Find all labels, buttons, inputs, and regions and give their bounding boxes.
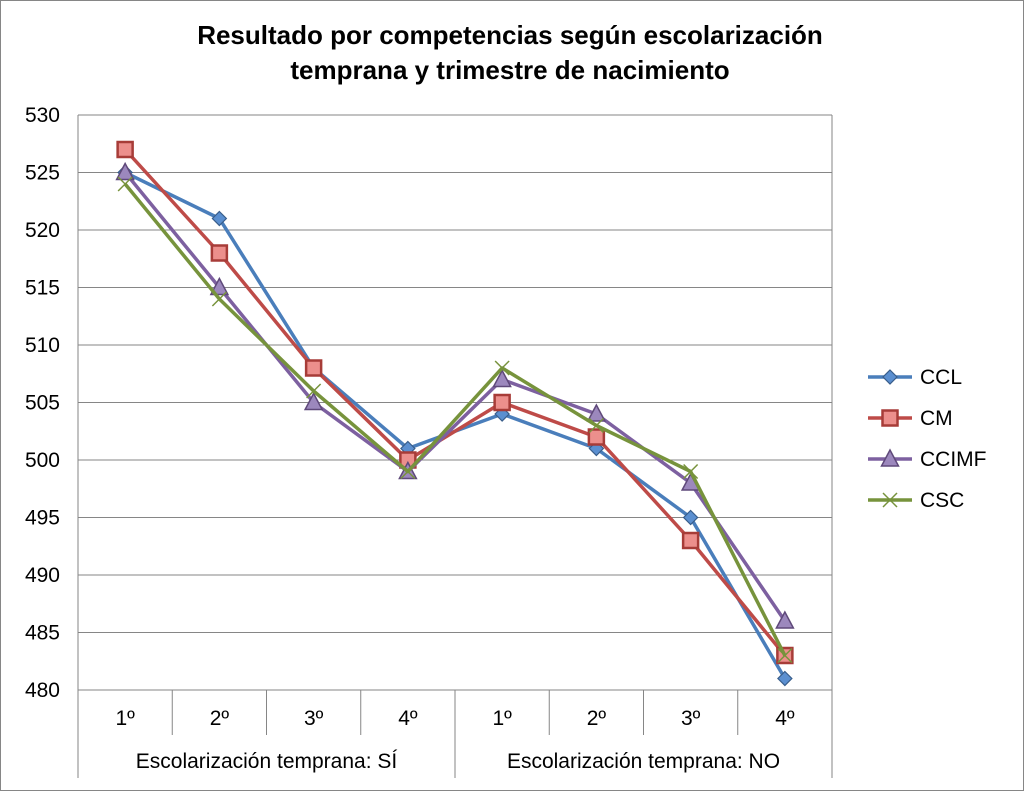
data-point-ccimf <box>115 161 135 181</box>
legend-item-csc[interactable]: CSC <box>868 489 964 512</box>
series-line-cm <box>123 148 787 657</box>
data-point-cm <box>681 531 700 550</box>
legend-marker <box>881 409 899 427</box>
data-point-csc <box>117 176 133 192</box>
legend-item-ccl[interactable]: CCL <box>868 366 962 389</box>
x-tick-label: 4º <box>775 707 795 730</box>
x-tick-label: 2º <box>210 707 230 730</box>
data-point-ccl <box>211 210 228 227</box>
series-group <box>115 140 795 687</box>
series-ccimf <box>115 161 795 629</box>
gridlines <box>78 114 833 691</box>
data-point-cm <box>304 359 323 377</box>
x-tick-label: 1º <box>492 707 512 730</box>
data-point-cm <box>493 393 511 412</box>
marker-stroke <box>683 463 699 480</box>
marker-stroke <box>882 492 898 508</box>
y-tick-label: 490 <box>25 564 60 587</box>
y-tick-label: 485 <box>25 622 60 645</box>
data-point-csc <box>306 383 322 399</box>
data-point-csc <box>683 463 699 480</box>
y-tick-label: 525 <box>25 162 60 185</box>
x-tick-label: 1º <box>115 707 135 730</box>
y-axis-ticks: 530 525 520 515 510 505 500 495 490 485 480 <box>25 104 60 702</box>
series-cm <box>116 140 794 665</box>
data-point-csc <box>588 417 604 434</box>
legend-label: CCL <box>920 366 962 389</box>
legend-item-cm[interactable]: CM <box>868 407 953 430</box>
data-point-cm <box>587 428 606 446</box>
marker-stroke <box>117 176 133 192</box>
y-tick-label: 520 <box>25 219 60 242</box>
data-point-csc <box>494 360 510 376</box>
data-point-ccimf <box>586 403 607 422</box>
series-line-csc <box>123 182 787 657</box>
x-tick-label: 4º <box>398 707 418 730</box>
legend-label: CCIMF <box>920 448 987 471</box>
y-tick-label: 480 <box>25 679 60 702</box>
legend-label: CM <box>920 407 953 430</box>
data-point-ccimf <box>492 368 512 388</box>
x-tick-label: 3º <box>304 707 324 730</box>
legend-marker <box>882 492 898 508</box>
legend-label: CSC <box>920 489 964 512</box>
legend-marker <box>880 448 900 467</box>
legend-marker <box>882 369 898 385</box>
marker-stroke <box>211 291 227 307</box>
marker-stroke <box>306 383 322 399</box>
legend: CCL CM CCIMF CSC <box>868 366 987 512</box>
chart-title-line-2: temprana y trimestre de nacimiento <box>290 55 729 85</box>
data-point-ccimf <box>303 391 324 411</box>
series-line-ccimf <box>123 171 787 622</box>
marker-stroke <box>777 647 793 664</box>
data-point-cm <box>210 244 229 262</box>
y-tick-label: 515 <box>25 277 60 300</box>
x-group-label: Escolarización temprana: SÍ <box>136 750 398 773</box>
data-point-ccimf <box>209 276 230 296</box>
y-tick-label: 505 <box>25 392 60 415</box>
data-point-cm <box>116 140 134 159</box>
x-tick-label: 3º <box>681 707 701 730</box>
marker-stroke <box>400 463 416 480</box>
y-tick-label: 530 <box>25 104 60 127</box>
marker-stroke <box>588 417 604 434</box>
y-tick-label: 510 <box>25 334 60 357</box>
y-tick-label: 500 <box>25 449 60 472</box>
data-point-ccl <box>682 509 699 526</box>
data-point-csc <box>400 463 416 480</box>
data-point-ccimf <box>775 610 795 629</box>
marker-stroke <box>494 360 510 376</box>
series-csc <box>117 176 793 664</box>
data-point-csc <box>777 647 793 664</box>
x-tick-label: 2º <box>587 707 607 730</box>
data-point-ccl <box>777 670 793 687</box>
x-group-label: Escolarización temprana: NO <box>507 750 780 773</box>
y-tick-label: 495 <box>25 507 60 530</box>
legend-item-ccimf[interactable]: CCIMF <box>868 448 987 471</box>
data-point-csc <box>211 291 227 307</box>
chart-title-line-1: Resultado por competencias según escolar… <box>197 20 823 50</box>
